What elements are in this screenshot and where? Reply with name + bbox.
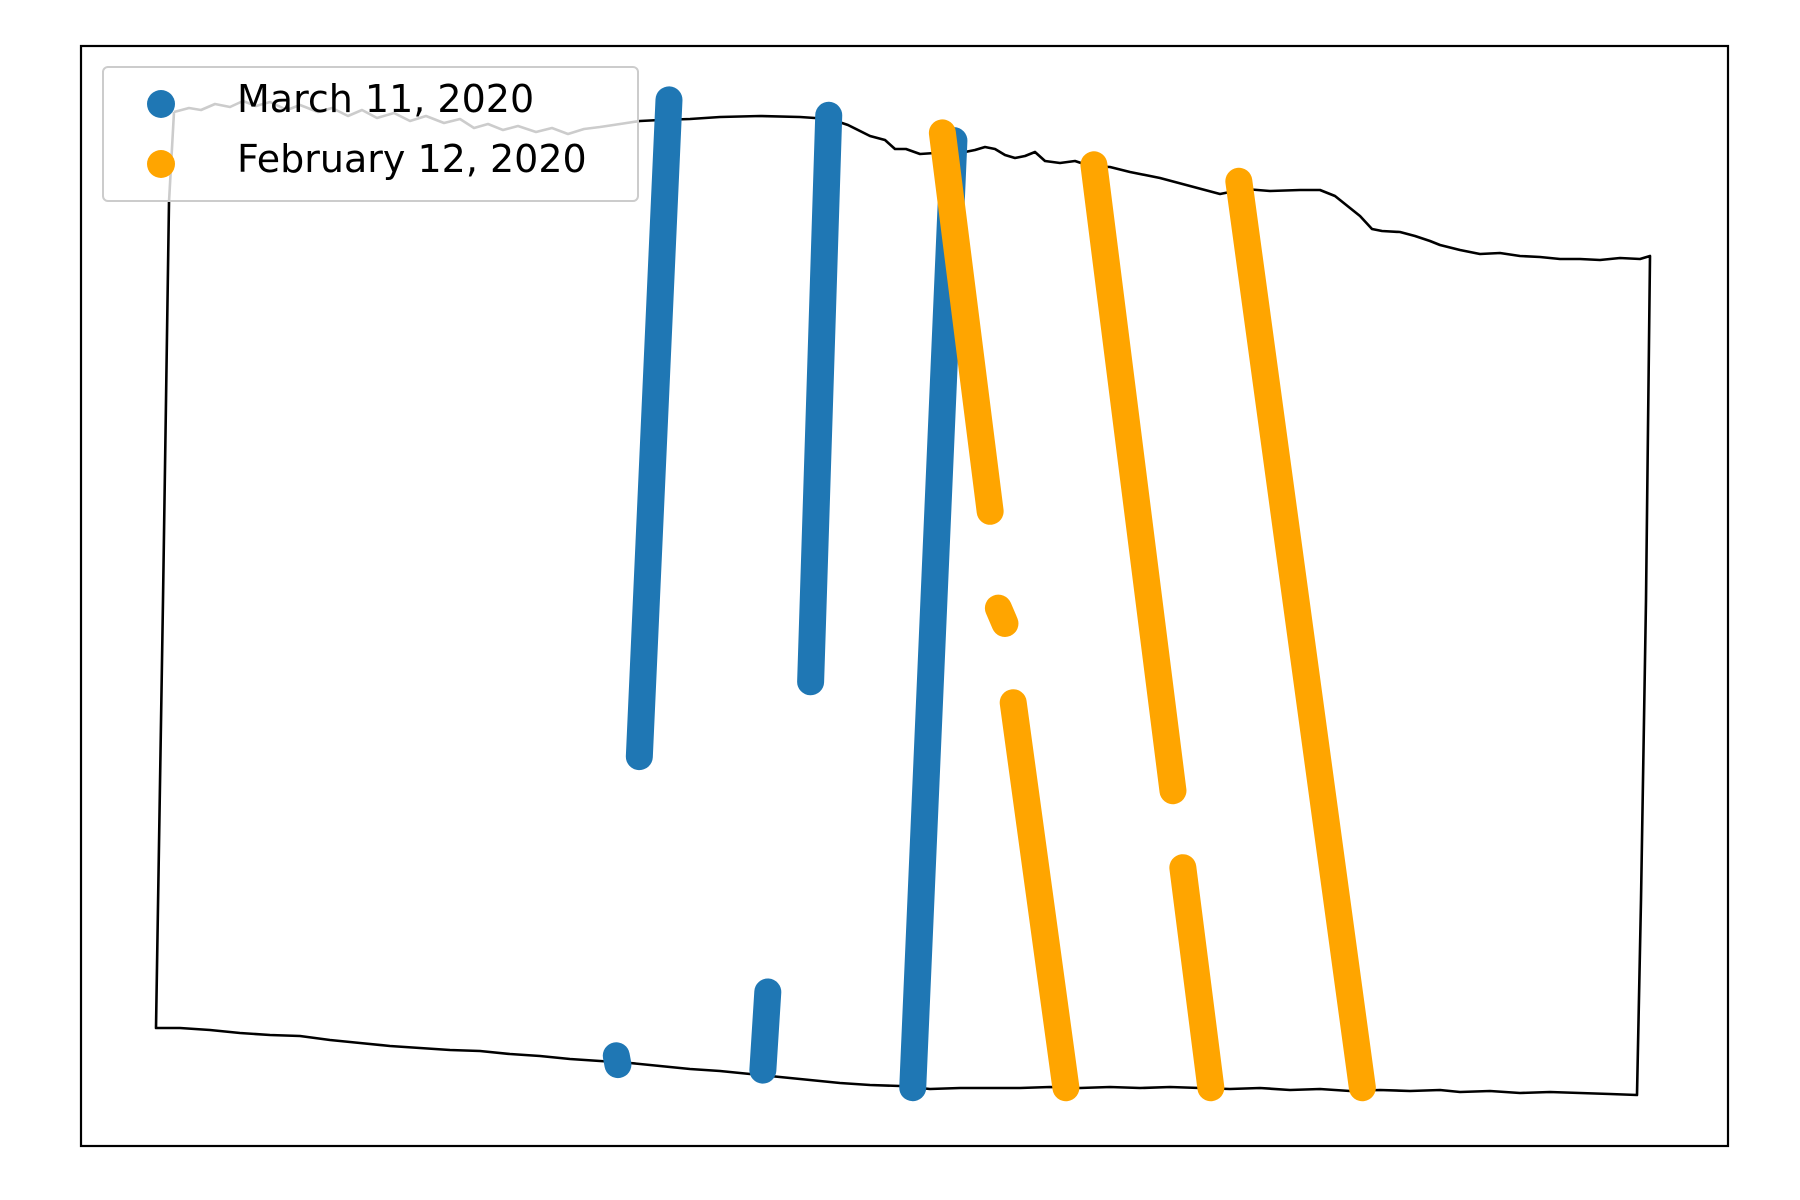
track-series-0-1	[797, 101, 843, 696]
scatter-tracks	[602, 86, 1376, 1102]
legend-label-series-0: March 11, 2020	[237, 77, 534, 121]
track-series-0-3	[602, 1042, 632, 1079]
legend: March 11, 2020 February 12, 2020	[102, 66, 639, 202]
track-series-0-0	[625, 86, 683, 771]
state-boundary-line	[154, 99, 1652, 1097]
legend-marker-series-1	[147, 150, 175, 178]
legend-label-series-1: February 12, 2020	[237, 137, 587, 181]
track-series-1-1	[984, 594, 1019, 637]
track-series-1-4	[1169, 854, 1225, 1102]
track-series-0-2	[899, 127, 968, 1102]
track-series-0-4	[749, 978, 782, 1084]
plot-frame	[79, 44, 1730, 1148]
track-series-1-0	[928, 119, 1004, 525]
track-series-1-2	[999, 689, 1080, 1102]
track-series-1-3	[1080, 151, 1187, 805]
axes-frame	[79, 44, 1730, 1148]
track-series-1-5	[1225, 167, 1376, 1102]
legend-marker-series-0	[147, 90, 175, 118]
legend-box	[102, 66, 639, 202]
state-outline	[154, 99, 1652, 1097]
